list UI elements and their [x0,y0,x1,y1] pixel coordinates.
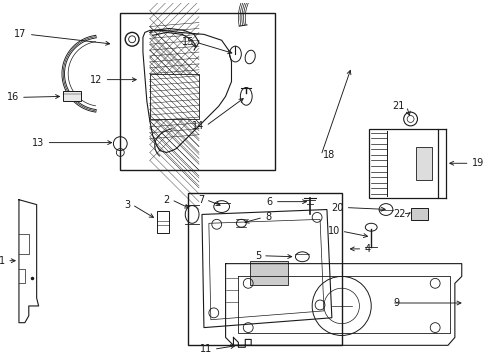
Text: 20: 20 [331,203,343,212]
Text: 10: 10 [327,226,340,236]
Text: 18: 18 [323,150,335,161]
Text: 4: 4 [365,244,370,254]
Text: 9: 9 [394,298,400,308]
Bar [369,129,438,198]
Bar [250,261,288,285]
Bar [63,91,81,101]
Bar [411,208,428,220]
Text: 16: 16 [7,93,19,102]
Text: 3: 3 [124,199,130,210]
Bar [188,193,342,345]
Text: 15: 15 [182,37,194,47]
Text: 7: 7 [197,195,204,205]
Text: 13: 13 [32,138,45,148]
Text: 1: 1 [0,256,5,266]
Text: 19: 19 [471,158,484,168]
Text: 5: 5 [255,251,261,261]
Text: 22: 22 [393,210,406,220]
Text: 6: 6 [267,197,273,207]
Bar [121,13,275,170]
Text: 14: 14 [192,121,204,131]
Text: 17: 17 [14,30,27,39]
Bar [157,211,169,233]
Bar [416,147,432,180]
Bar [150,74,199,119]
Text: 2: 2 [163,195,170,205]
Text: 21: 21 [392,101,405,111]
Text: 8: 8 [265,212,271,222]
Text: 12: 12 [90,75,102,85]
Text: 11: 11 [199,344,212,354]
